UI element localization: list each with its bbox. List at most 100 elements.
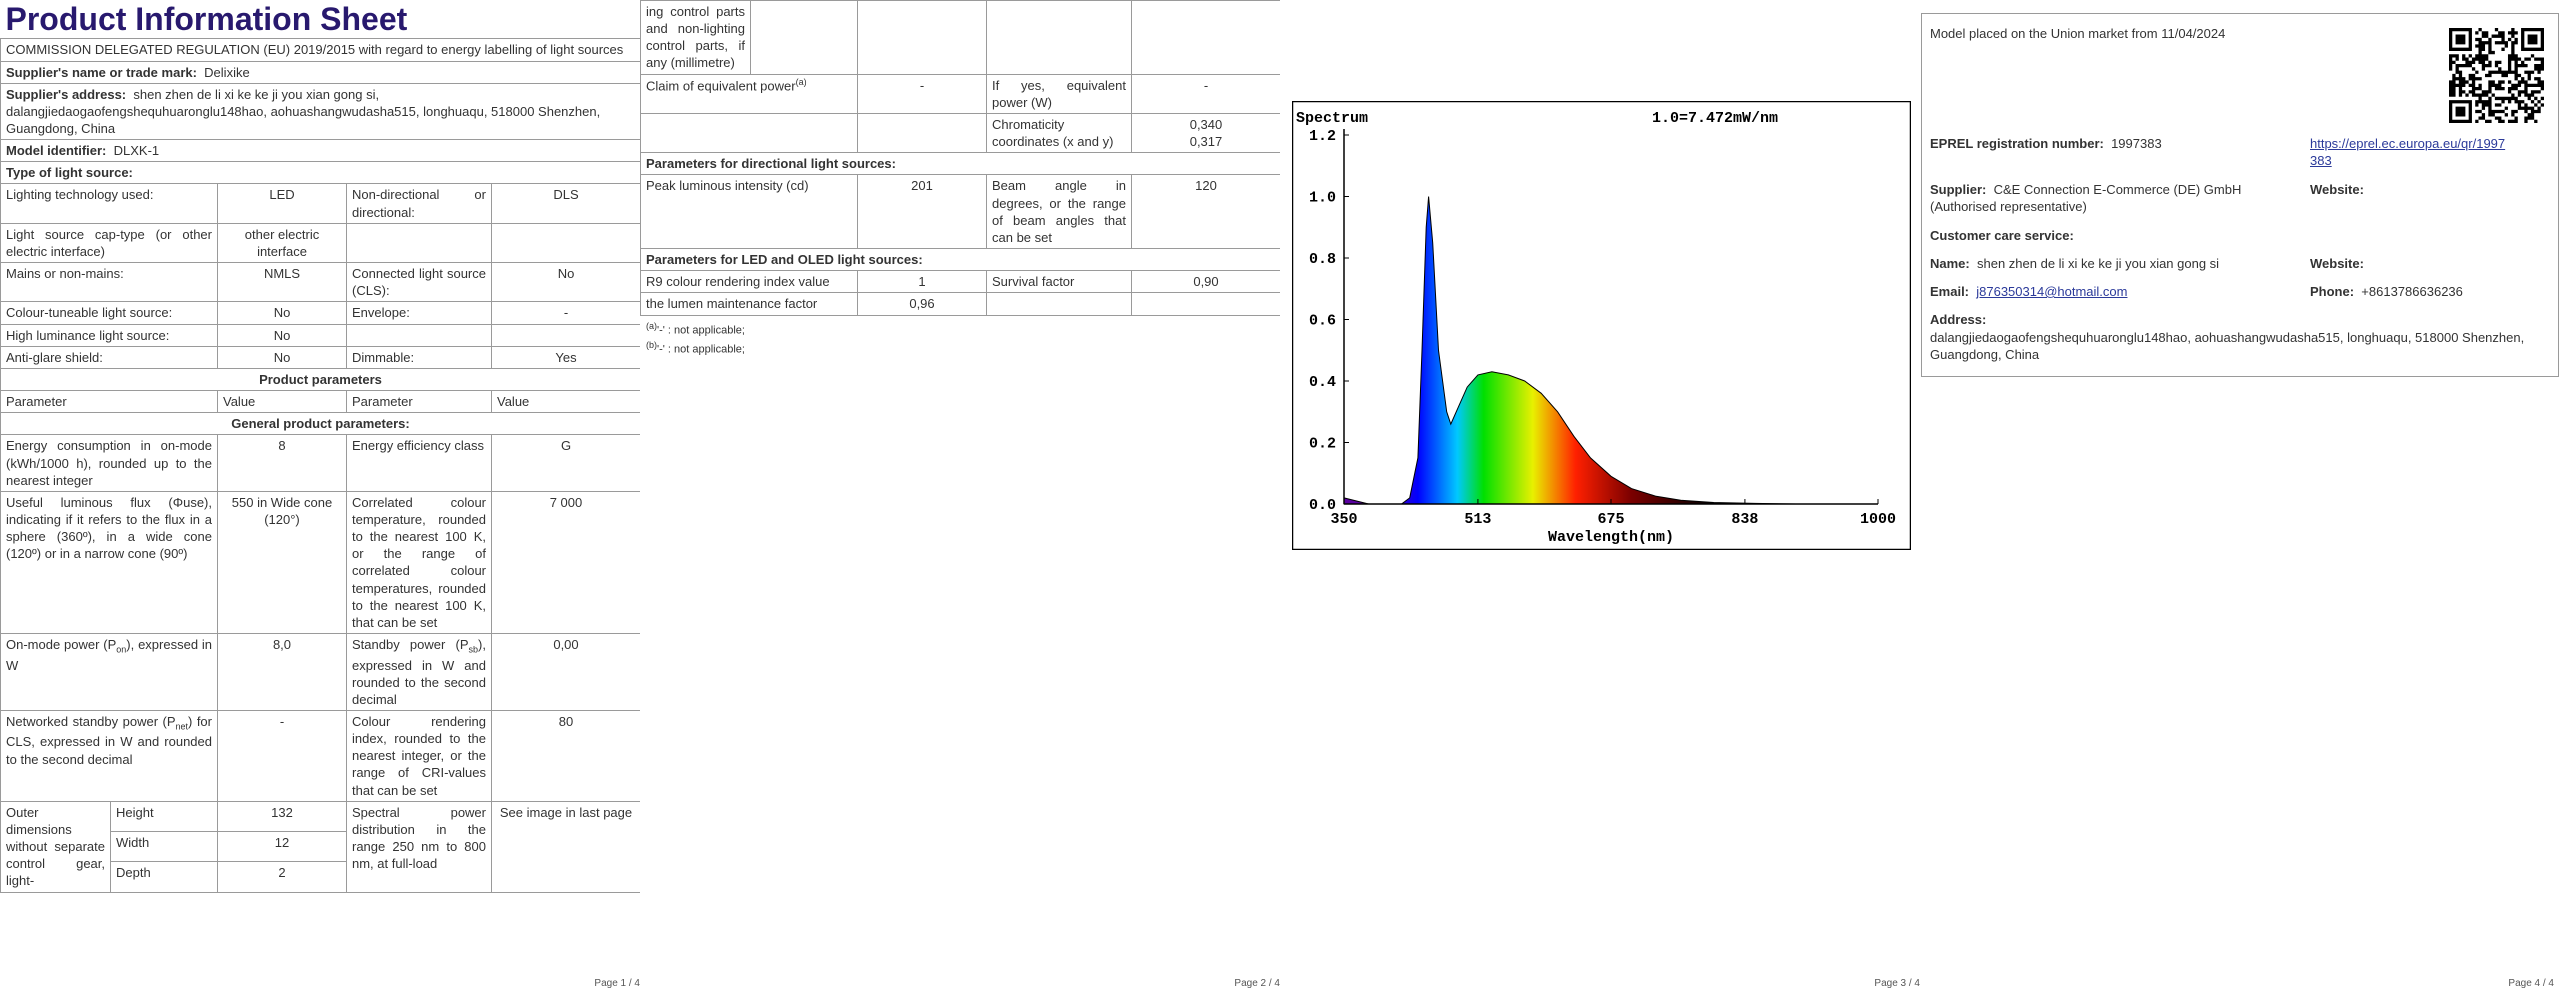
table-cell: Dimmable: [346, 345, 492, 369]
label: Supplier's address: [6, 86, 127, 102]
table-cell: Claim of equivalent power(a) [640, 73, 858, 114]
page-1: Product Information Sheet COMMISSION DELE… [0, 0, 640, 972]
value: DLXK-1 [113, 143, 160, 159]
label: Supplier: [1930, 182, 1987, 197]
email-link[interactable]: j876350314@hotmail.com [1976, 284, 2128, 299]
text-part: (b) [646, 339, 657, 350]
table-cell: G [491, 434, 640, 492]
table-cell: Lighting technology used: [0, 183, 218, 224]
table-row: Light source cap-type (or other electric… [0, 222, 640, 264]
table-cell: R9 colour rendering index value [640, 270, 858, 294]
table-cell: Chromaticity coordinates (x and y) [986, 112, 1132, 154]
table-cell: No [491, 262, 640, 303]
table-cell: - [491, 301, 640, 325]
phone: Phone: +8613786636236 [2310, 284, 2463, 301]
x-axis-label: Wavelength(nm) [1548, 529, 1674, 546]
table-row: Colour-tuneable light source: No Envelope:… [0, 301, 640, 325]
website: Website: [2310, 256, 2364, 273]
table-cell: See image in last page [491, 800, 640, 893]
text-part: On-mode power (P [6, 637, 117, 653]
table-row: Peak luminous intensity (cd) 201 Beam angl… [640, 174, 1280, 250]
table-cell: Value [217, 390, 347, 414]
table-cell: 550 in Wide cone (120°) [217, 490, 347, 635]
table-cell: Energy consumption in on-mode (kWh/1000 … [0, 434, 218, 492]
table-row: R9 colour rendering index value 1 Survival… [640, 270, 1280, 294]
value: shen zhen de li xi ke ke ji you xian gon… [6, 86, 601, 137]
value: +8613786636236 [2361, 284, 2463, 299]
table-cell [640, 112, 858, 154]
table-cell: Standby power (Psb), expressed in W and … [346, 633, 492, 712]
table-cell: - [217, 710, 347, 802]
text-part: sb [468, 644, 479, 655]
table-cell: Envelope: [346, 301, 492, 325]
y-tick-label: 0.6 [1309, 313, 1336, 330]
table-cell: Peak luminous intensity (cd) [640, 174, 858, 250]
page-footer: Page 4 / 4 [2508, 978, 2554, 989]
page-2: ing control parts and non-lighting contr… [640, 0, 1280, 972]
page-footer: Page 3 / 4 [1874, 978, 1920, 989]
note: (b)'-' : not applicable; [646, 339, 1280, 358]
text-part: (a) [795, 76, 807, 87]
label: Model identifier: [6, 143, 107, 159]
table-cell: 8,0 [217, 633, 347, 712]
y-tick-label: 0.8 [1309, 251, 1336, 268]
table-row: Networked standby power (Pnet) for CLS, … [0, 710, 640, 802]
table: ing control parts and non-lighting contr… [640, 0, 1280, 316]
table-row: Outer dimensions without separate contro… [0, 800, 640, 893]
table-cell: High luminance light source: [0, 323, 218, 347]
table-row: the lumen maintenance factor 0,96 [640, 292, 1280, 316]
table-row: Parameters for LED and OLED light source… [640, 248, 1280, 272]
table-cell: NMLS [217, 262, 347, 303]
table-row: High luminance light source: No [0, 323, 640, 347]
table-cell: LED [217, 183, 347, 224]
website: Website: [2310, 182, 2364, 199]
table-cell: Colour rendering index, rounded to the n… [346, 710, 492, 802]
table-cell: Energy efficiency class [346, 434, 492, 492]
label: Phone: [2310, 284, 2355, 299]
table-cell: Beam angle in degrees, or the range of b… [986, 174, 1132, 250]
table-row: Anti-glare shield: No Dimmable: Yes [0, 345, 640, 369]
table-cell: Networked standby power (Pnet) for CLS, … [0, 710, 218, 802]
table-cell: Outer dimensions without separate contro… [0, 800, 111, 893]
table-cell: 12 [217, 831, 347, 863]
table-row: Type of light source: [0, 161, 640, 185]
table-cell [857, 0, 987, 75]
table-cell: - [857, 73, 987, 114]
table-row: Product Information Sheet [0, 0, 640, 40]
value: shen zhen de li xi ke ke ji you xian gon… [1976, 256, 2220, 271]
table-row: Lighting technology used: LED Non-directio… [0, 183, 640, 224]
table-cell: Connected light source (CLS): [346, 262, 492, 303]
supplier: Supplier: C&E Connection E-Commerce (DE)… [1930, 182, 2300, 216]
table-cell: Anti-glare shield: [0, 345, 218, 369]
text-part: Standby power (P [352, 637, 469, 653]
table-row: Width 12 [1, 831, 641, 863]
x-tick-label: 1000 [1860, 511, 1896, 528]
table-cell: 80 [491, 710, 640, 802]
text-part: Networked standby power (P [6, 714, 176, 730]
table-cell: Parameters for directional light sources… [640, 152, 1280, 176]
table-cell [750, 0, 858, 75]
table-cell: Supplier's name or trade mark: Delixike [0, 60, 640, 84]
text-part: (a) [646, 320, 657, 331]
label: EPREL registration number: [1930, 136, 2104, 151]
table-cell: Useful luminous flux (Φuse), indicating … [0, 490, 218, 635]
table-row: Model identifier: DLXK-1 [0, 139, 640, 163]
y-tick-label: 0.0 [1309, 497, 1336, 514]
table-cell: Light source cap-type (or other electric… [0, 222, 218, 264]
link[interactable]: https://eprel.ec.europa.eu/qr/1997383 [2310, 136, 2506, 168]
page-footer: Page 2 / 4 [1234, 978, 1280, 989]
table-cell: No [217, 323, 347, 347]
table-row: Supplier's address: shen zhen de li xi k… [0, 82, 640, 141]
table-cell [346, 323, 492, 347]
table-cell: 7 000 [491, 490, 640, 635]
table-cell [1131, 0, 1280, 75]
qr-modules [2449, 28, 2544, 123]
table: Product Information Sheet COMMISSION DELE… [0, 0, 640, 893]
text-part: '-' : not applicable; [657, 324, 745, 337]
table-row: Useful luminous flux (Φuse), indicating … [0, 490, 640, 635]
table-cell: 2 [217, 861, 347, 893]
text-part: net [175, 721, 189, 732]
table-cell: 201 [857, 174, 987, 250]
table-cell: ing control parts and non-lighting contr… [640, 0, 751, 75]
